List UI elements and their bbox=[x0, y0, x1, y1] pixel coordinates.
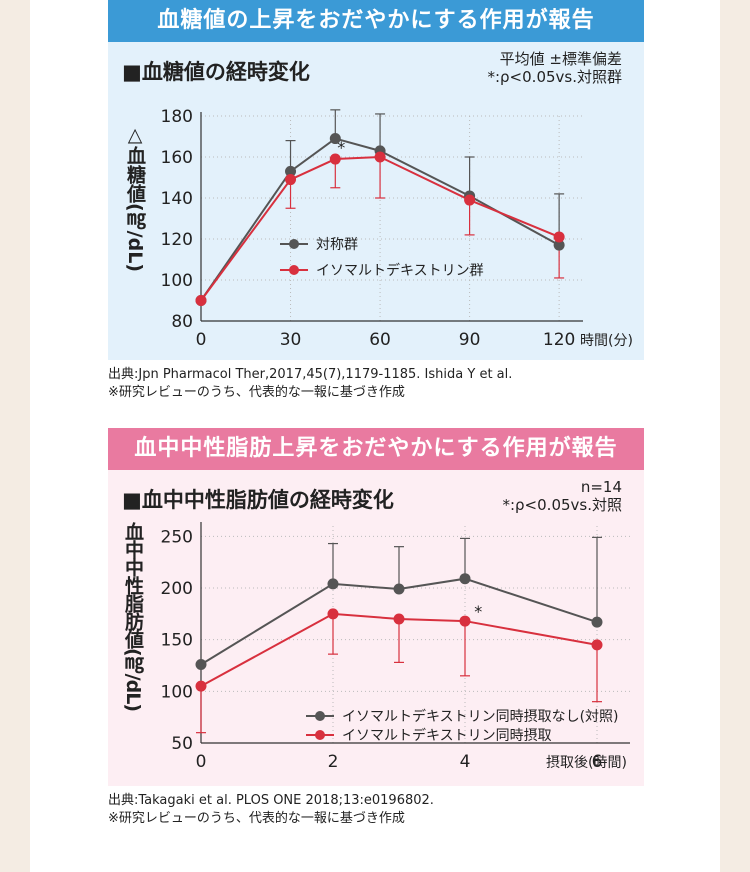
blood-glucose-banner: 血糖値の上昇をおだやかにする作用が報告 bbox=[108, 0, 644, 42]
y-tick-label: 140 bbox=[161, 189, 193, 209]
significance-note: *:ρ<0.05vs.対照群 bbox=[487, 68, 622, 86]
data-point-1 bbox=[393, 583, 405, 595]
data-point-1 bbox=[459, 573, 471, 585]
legend-marker bbox=[315, 730, 325, 740]
series-line-2 bbox=[200, 155, 560, 302]
data-point-2 bbox=[393, 613, 405, 625]
source-citation-2: 出典:Takagaki et al. PLOS ONE 2018;13:e019… bbox=[108, 793, 434, 808]
significance-note-2: *:ρ<0.05vs.対照 bbox=[502, 496, 622, 514]
data-point-2 bbox=[195, 295, 207, 306]
significance-asterisk: * bbox=[474, 602, 482, 621]
y-tick-label: 50 bbox=[171, 734, 193, 754]
y-tick-label: 100 bbox=[161, 271, 193, 291]
legend-marker bbox=[289, 265, 299, 275]
significance-asterisk: * bbox=[337, 138, 345, 157]
y-tick-label: 200 bbox=[161, 579, 193, 599]
data-point-2 bbox=[591, 639, 603, 651]
source-note-1: ※研究レビューのうち、代表的な一報に基づき作成 bbox=[108, 385, 405, 400]
y-tick-label: 100 bbox=[161, 682, 193, 702]
data-point-2 bbox=[459, 615, 471, 627]
y-tick-label: 150 bbox=[161, 631, 193, 651]
triglyceride-panel: 血中中性脂肪上昇をおだやかにする作用が報告 ■血中中性脂肪値の経時変化 n=14… bbox=[108, 428, 644, 786]
legend-marker bbox=[315, 711, 325, 721]
blood-glucose-chart-title: ■血糖値の経時変化 bbox=[122, 60, 310, 84]
x-tick-label: 0 bbox=[196, 752, 207, 772]
data-point-2 bbox=[195, 680, 207, 692]
x-tick-label: 2 bbox=[328, 752, 339, 772]
blood-glucose-panel: 血糖値の上昇をおだやかにする作用が報告 ■血糖値の経時変化 平均値 ±標準偏差 … bbox=[108, 0, 644, 360]
data-point-2 bbox=[374, 151, 386, 163]
y-tick-label: 250 bbox=[161, 527, 193, 547]
x-tick-label: 4 bbox=[460, 752, 471, 772]
sample-size-note: n=14 bbox=[580, 478, 622, 496]
data-point-1 bbox=[327, 578, 339, 590]
y-axis-label: △血糖値(㎎/dL) bbox=[124, 124, 146, 273]
legend-label: イソマルトデキストリン同時摂取 bbox=[342, 727, 552, 744]
y-tick-label: 120 bbox=[161, 230, 193, 250]
x-tick-label: 6 bbox=[592, 752, 603, 772]
data-point-2 bbox=[464, 194, 476, 206]
data-point-1 bbox=[591, 616, 603, 628]
data-point-1 bbox=[285, 165, 297, 177]
series-line-1 bbox=[200, 137, 560, 302]
x-tick-label: 90 bbox=[459, 330, 481, 350]
y-axis-label-2: 血中中性脂肪値(㎎/dL) bbox=[122, 522, 144, 712]
x-tick-label: 30 bbox=[280, 330, 302, 350]
source-citation-1: 出典:Jpn Pharmacol Ther,2017,45(7),1179-11… bbox=[108, 367, 513, 382]
blood-glucose-chart: 80 100 120 140 160 180 0 30 60 90 120 時間(分) * 対称群イソマル… bbox=[161, 107, 633, 350]
x-axis-label: 摂取後(時間) bbox=[546, 755, 627, 771]
x-tick-label: 120 bbox=[543, 330, 575, 350]
y-tick-label: 80 bbox=[171, 312, 193, 332]
source-note-2: ※研究レビューのうち、代表的な一報に基づき作成 bbox=[108, 811, 405, 826]
data-point-1 bbox=[195, 658, 207, 670]
x-tick-label: 0 bbox=[196, 330, 207, 350]
data-point-2 bbox=[285, 174, 297, 186]
data-point-2 bbox=[553, 231, 565, 243]
data-point-2 bbox=[327, 608, 339, 620]
triglyceride-chart-title: ■血中中性脂肪値の経時変化 bbox=[122, 488, 394, 512]
legend-label: イソマルトデキストリン群 bbox=[316, 262, 484, 279]
blood-glucose-chart-box: ■血糖値の経時変化 平均値 ±標準偏差 *:ρ<0.05vs.対照群 △血糖値(… bbox=[108, 42, 644, 360]
data-point-1 bbox=[329, 133, 341, 145]
triglyceride-banner: 血中中性脂肪上昇をおだやかにする作用が報告 bbox=[108, 428, 644, 470]
y-tick-label: 180 bbox=[161, 107, 193, 127]
y-tick-label: 160 bbox=[161, 148, 193, 168]
legend-label: イソマルトデキストリン同時摂取なし(対照) bbox=[342, 708, 619, 725]
data-point-2 bbox=[329, 153, 341, 165]
data-point-1 bbox=[553, 239, 565, 251]
legend-marker bbox=[289, 239, 299, 249]
stat-note-mean-sd: 平均値 ±標準偏差 bbox=[499, 50, 622, 68]
triglyceride-chart-box: ■血中中性脂肪値の経時変化 n=14 *:ρ<0.05vs.対照 血中中性脂肪値… bbox=[108, 470, 644, 786]
x-axis-label: 時間(分) bbox=[580, 333, 633, 349]
x-tick-label: 60 bbox=[369, 330, 391, 350]
legend-label: 対称群 bbox=[316, 237, 358, 253]
